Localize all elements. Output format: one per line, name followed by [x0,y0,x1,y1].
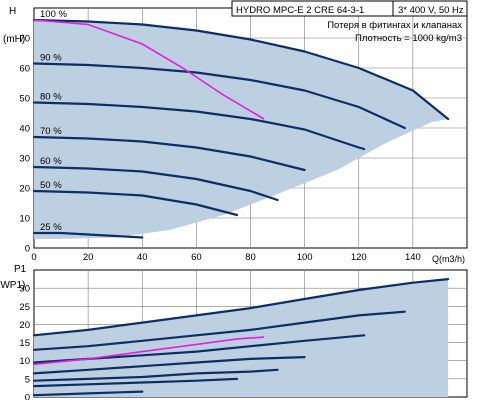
power-y-tick-labels: 0 5 10 15 20 25 30 [19,284,30,400]
head-x-axis-label: Q(m3/h) [432,254,465,264]
speed-curve-25-percent [32,231,144,239]
y-tick-label: 20 [19,320,30,331]
y-tick-label: 10 [19,214,30,225]
speed-curve-100-percent [32,278,450,337]
speed-curve-80-percent [32,101,366,151]
speed-curve-label: 100 % [40,9,67,20]
y-tick-label: 30 [19,154,30,165]
speed-curve-60-percent [32,165,279,202]
pump-model-title: HYDRO MPC-E 2 CRE 64-3-1 [236,5,364,16]
power-system-curve [33,336,265,366]
header-box [231,0,468,17]
power-y-axis-unit: (kWP1) [0,280,25,291]
speed-curve-label: 60 % [40,156,62,167]
power-spec: 3* 400 V, 50 Hz [398,5,464,16]
power-speed-curves [32,278,450,397]
y-tick-label: 20 [19,184,30,195]
head-speed-curves: 100 % 90 % 80 % 70 % 60 % 50 % 25 % [32,9,450,239]
y-tick-label: 10 [19,356,30,367]
power-flow-chart: 0 5 10 15 20 25 30 P1 (kWP1) [0,264,468,400]
speed-curve-label: 90 % [40,53,62,64]
y-tick-label: 40 [19,124,30,135]
x-tick-label: 60 [191,252,202,263]
loss-note: Потеря в фитингах и клапанах [327,20,462,31]
y-tick-label: 0 [25,393,30,400]
speed-curve-50-percent [32,189,239,217]
speed-curve-label: 25 % [40,222,62,233]
speed-curve-90-percent [32,62,406,130]
speed-curve-label: 50 % [40,180,62,191]
speed-curve-60-percent [32,368,279,382]
speed-curve-25-percent [32,390,144,397]
x-tick-label: 20 [83,252,94,263]
x-tick-label: 120 [351,252,367,263]
y-tick-label: 5 [25,374,30,385]
y-tick-label: 25 [19,302,30,313]
head-y-axis-label: H [9,6,16,17]
speed-curve-90-percent [32,310,406,351]
speed-curve-70-percent [32,356,306,375]
head-system-curve [33,19,265,120]
y-tick-label: 30 [19,284,30,295]
x-tick-label: 140 [405,252,421,263]
y-tick-label: 0 [25,244,30,255]
y-tick-label: 15 [19,338,30,349]
head-y-axis-unit: (mH) [3,34,25,45]
speed-curve-label: 70 % [40,126,62,137]
head-flow-chart: 100 % 90 % 80 % 70 % 60 % 50 % 25 % 0 20 40 60 80 1… [3,0,468,264]
speed-curve-label: 80 % [40,92,62,103]
density-note: Плотность = 1000 kg/m3 [355,33,462,44]
y-tick-label: 70 [19,34,30,45]
power-y-axis-label: P1 [14,264,27,275]
x-tick-label: 40 [137,252,148,263]
head-x-tick-labels: 0 20 40 60 80 100 120 140 [31,252,420,263]
speed-curve-70-percent [32,135,306,172]
speed-curve-50-percent [32,377,239,388]
speed-curve-100-percent [32,18,450,121]
x-tick-label: 100 [297,252,313,263]
y-tick-label: 60 [19,64,30,75]
x-tick-label: 0 [31,252,36,263]
head-operating-area [34,20,449,239]
y-tick-label: 50 [19,94,30,105]
x-tick-label: 80 [245,252,256,263]
head-y-tick-labels: 0 10 20 30 40 50 60 70 [19,34,30,255]
